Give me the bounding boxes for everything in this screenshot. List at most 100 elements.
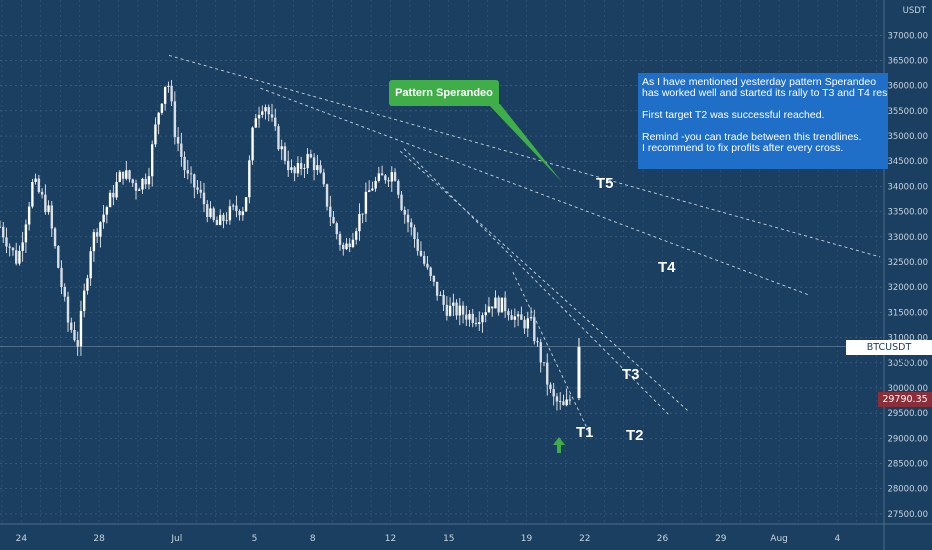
candle-body: [257, 114, 261, 119]
candle-body: [516, 314, 520, 317]
candle-body: [125, 170, 128, 179]
candle-body: [261, 111, 264, 115]
candle-body: [241, 211, 245, 216]
candle-body: [465, 314, 468, 320]
candle-body: [105, 207, 109, 215]
target-label-t4: T4: [658, 259, 676, 276]
candle-body: [44, 194, 47, 213]
candle-body: [0, 226, 2, 228]
y-tick-label: 30500.00: [887, 359, 928, 369]
candle-body: [526, 318, 530, 329]
candle-body: [108, 192, 112, 208]
last-candle-body: [577, 346, 581, 399]
candle-body: [455, 302, 458, 316]
y-tick-label: 35500.00: [887, 107, 928, 117]
candle-body: [76, 340, 79, 347]
candle-body: [199, 189, 202, 193]
candle-body: [562, 401, 565, 406]
y-tick-label: 30000.00: [887, 384, 928, 394]
candle-body: [170, 85, 173, 102]
y-tick-label: 37000.00: [887, 31, 928, 41]
candle-body: [390, 172, 394, 182]
candle-body: [14, 250, 18, 264]
x-axis[interactable]: 24 28 Jul 5 8 12 15 19 22 26 29 Aug 4: [0, 523, 932, 544]
candle-body: [251, 127, 254, 161]
candle-body: [338, 234, 342, 245]
candle-body: [193, 174, 196, 188]
candle-body: [157, 112, 160, 125]
candle-body: [565, 399, 568, 406]
candle-body: [138, 189, 141, 191]
y-tick-label: 34000.00: [887, 182, 928, 192]
candle-body: [66, 296, 70, 323]
candle-body: [160, 103, 164, 113]
candle-body: [439, 294, 442, 296]
candle-body: [215, 219, 219, 226]
candle-body: [397, 180, 400, 195]
trendline-t4: [260, 87, 809, 296]
candle-body: [183, 156, 186, 171]
candle-body: [86, 278, 89, 291]
candle-body: [173, 101, 177, 138]
trendline-t2: [403, 148, 669, 415]
target-label-t2: T2: [626, 427, 644, 444]
trendline-t1: [512, 271, 592, 437]
candle-body: [206, 204, 209, 217]
candle-body: [445, 304, 449, 316]
note-line: I recommend to fix profits after every c…: [642, 142, 844, 154]
candle-body: [280, 146, 283, 150]
candle-body: [371, 188, 374, 191]
candle-body: [552, 389, 555, 397]
candle-body: [332, 216, 335, 224]
candle-body: [60, 267, 63, 287]
candle-body: [34, 178, 37, 182]
candle-body: [57, 246, 60, 268]
candle-body: [141, 178, 144, 190]
candle-body: [303, 168, 306, 169]
x-tick-label: 28: [93, 534, 105, 544]
candle-body: [429, 267, 432, 276]
candle-body: [448, 305, 452, 316]
candle-body: [361, 213, 364, 215]
candle-body: [202, 192, 206, 205]
candle-body: [283, 146, 287, 161]
candle-body: [503, 297, 507, 312]
y-tick-label: 35000.00: [887, 132, 928, 142]
x-tick-label: Aug: [770, 534, 788, 544]
candle-body: [536, 341, 539, 343]
candle-body: [290, 167, 293, 171]
candle-body: [154, 124, 157, 145]
candle-body: [500, 297, 504, 313]
target-label-t1: T1: [576, 424, 594, 441]
symbol-label: BTCUSDT: [866, 341, 912, 353]
candle-body: [306, 153, 309, 169]
candle-body: [11, 247, 15, 251]
candle-body: [296, 163, 300, 174]
candle-body: [329, 206, 332, 217]
current-price-tag: BTCUSDT 30817.90: [846, 339, 932, 368]
candle-body: [442, 294, 445, 305]
candle-body: [484, 312, 487, 316]
candle-body: [513, 316, 517, 320]
candle-body: [222, 214, 225, 221]
candle-body: [416, 239, 419, 251]
candle-body: [37, 178, 41, 192]
candle-body: [50, 205, 54, 229]
candle-body: [248, 160, 251, 198]
candle-body: [231, 205, 235, 207]
candle-body: [118, 171, 122, 182]
candle-body: [400, 194, 403, 210]
candle-body: [348, 243, 351, 248]
candle-body: [494, 297, 497, 309]
candle-body: [426, 263, 429, 268]
candle-body: [134, 183, 138, 191]
candle-body: [490, 306, 494, 309]
candle-body: [533, 317, 536, 342]
x-tick-label: 4: [835, 534, 841, 544]
candle-body: [47, 205, 50, 213]
candle-body: [40, 191, 44, 195]
candle-body: [422, 255, 426, 264]
candle-body: [374, 180, 377, 189]
candle-body: [150, 144, 154, 177]
candle-body: [546, 362, 549, 385]
